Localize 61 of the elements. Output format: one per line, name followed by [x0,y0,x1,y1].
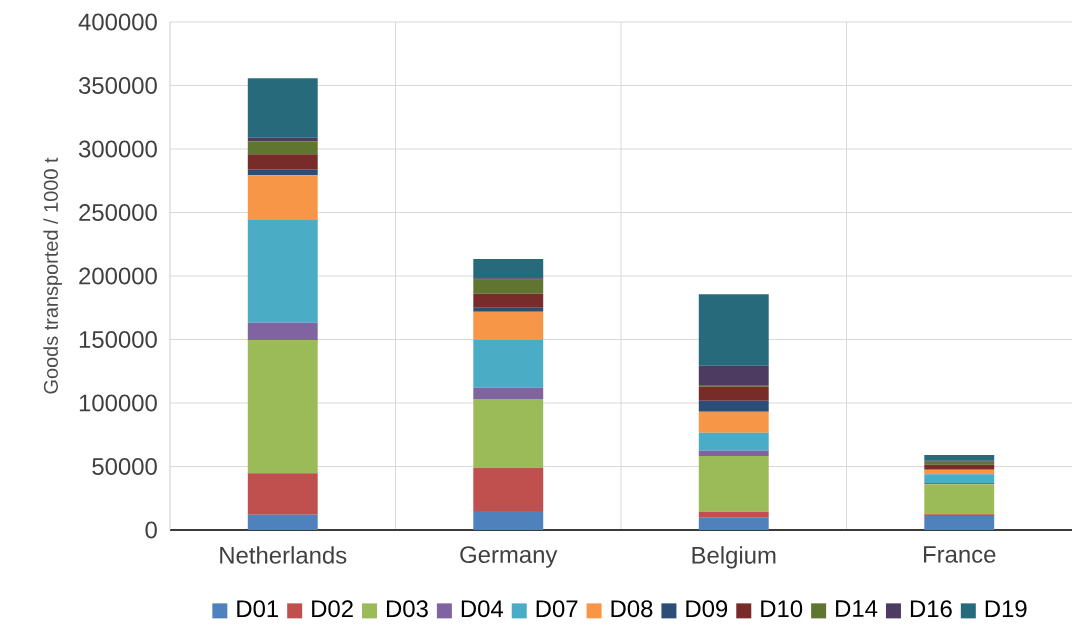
legend-label: D02 [312,600,353,618]
x-tick-label: Germany [460,546,558,568]
bar [698,455,769,512]
bar [247,169,318,176]
bar [247,175,318,220]
bar [473,279,544,294]
legend-label: D16 [910,600,952,618]
bar [924,469,995,475]
bar [473,467,544,511]
legend-label: D14 [836,600,878,617]
bar [247,141,318,155]
bar [247,78,318,138]
bar [473,311,544,341]
bar [473,510,544,530]
y-tick-label: 200000 [79,267,157,285]
y-axis-title: Goods transported / 1000 t [43,157,62,394]
bar [247,219,318,323]
bar [924,516,995,530]
bar [698,294,769,366]
legend-label: D07 [536,600,578,618]
bar [698,386,769,401]
bar [473,258,544,279]
bar [698,511,769,518]
y-tick-label: 250000 [79,204,157,221]
bar [698,365,769,385]
bar [698,400,769,412]
bar [698,411,769,433]
x-tick-label: Belgium [692,546,776,569]
x-tick-label: France [924,546,996,563]
bar [924,474,995,484]
bar [247,514,318,530]
y-tick-label: 400000 [78,13,157,31]
y-tick-label: 350000 [78,77,157,94]
y-tick-label: 100000 [79,394,157,412]
y-tick-label: 0 [145,521,157,539]
y-tick-label: 300000 [78,140,157,158]
legend-label: D04 [461,600,504,618]
bar [247,322,318,341]
legend-label: D09 [686,600,728,618]
bar [473,340,544,388]
x-tick-label: Netherlands [220,546,347,564]
bar [924,454,995,461]
bar [473,387,544,400]
bar [924,484,995,515]
bar [247,473,318,515]
legend-label: D19 [985,600,1027,618]
y-tick-label: 150000 [79,331,157,348]
legend-label: D03 [386,600,428,618]
legend-label: D10 [761,600,803,618]
y-tick-label: 50000 [92,458,157,475]
legend-label: D01 [237,600,279,618]
bar [247,340,318,474]
bar [698,450,769,456]
bar [924,464,995,470]
bar [247,154,318,170]
bar [473,399,544,468]
bar [698,432,769,451]
legend-label: D08 [611,600,653,618]
bar [473,293,544,308]
bar [473,307,544,312]
bar [698,517,769,530]
